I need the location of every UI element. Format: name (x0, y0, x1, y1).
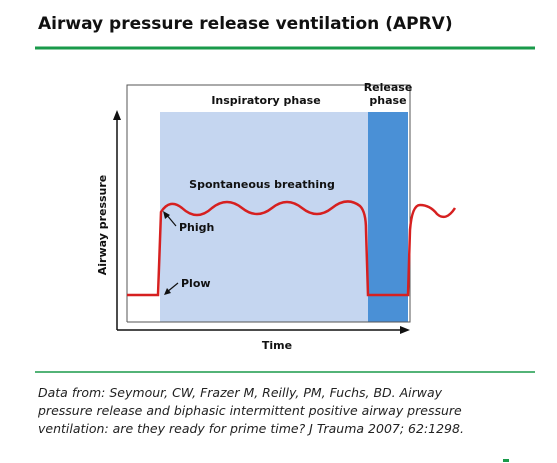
release-label: phase (369, 94, 406, 107)
title: Airway pressure release ventilation (APR… (38, 14, 453, 34)
release-region (368, 112, 408, 322)
citation: Data from: Seymour, CW, Frazer M, Reilly… (38, 384, 464, 438)
plow-label: Plow (181, 277, 211, 290)
spontaneous-label: Spontaneous breathing (189, 178, 335, 191)
y-arrow (113, 110, 121, 120)
phigh-label: Phigh (179, 221, 214, 234)
inspiratory-region (160, 112, 368, 322)
inspiratory-label: Inspiratory phase (211, 94, 320, 107)
citation-line: Data from: Seymour, CW, Frazer M, Reilly… (38, 385, 443, 400)
release-label: Release (364, 81, 413, 94)
citation-line: pressure release and biphasic intermitte… (38, 403, 462, 418)
corner-mark (503, 459, 509, 462)
x-arrow (400, 326, 410, 334)
x-axis-label: Time (262, 339, 292, 352)
pressure-waveform (127, 200, 457, 297)
frame (126, 84, 411, 323)
phigh-arrow (163, 211, 170, 219)
plow-arrow (164, 288, 171, 295)
y-axis-label: Airway pressure (96, 175, 109, 276)
citation-line: ventilation: are they ready for prime ti… (38, 421, 464, 436)
